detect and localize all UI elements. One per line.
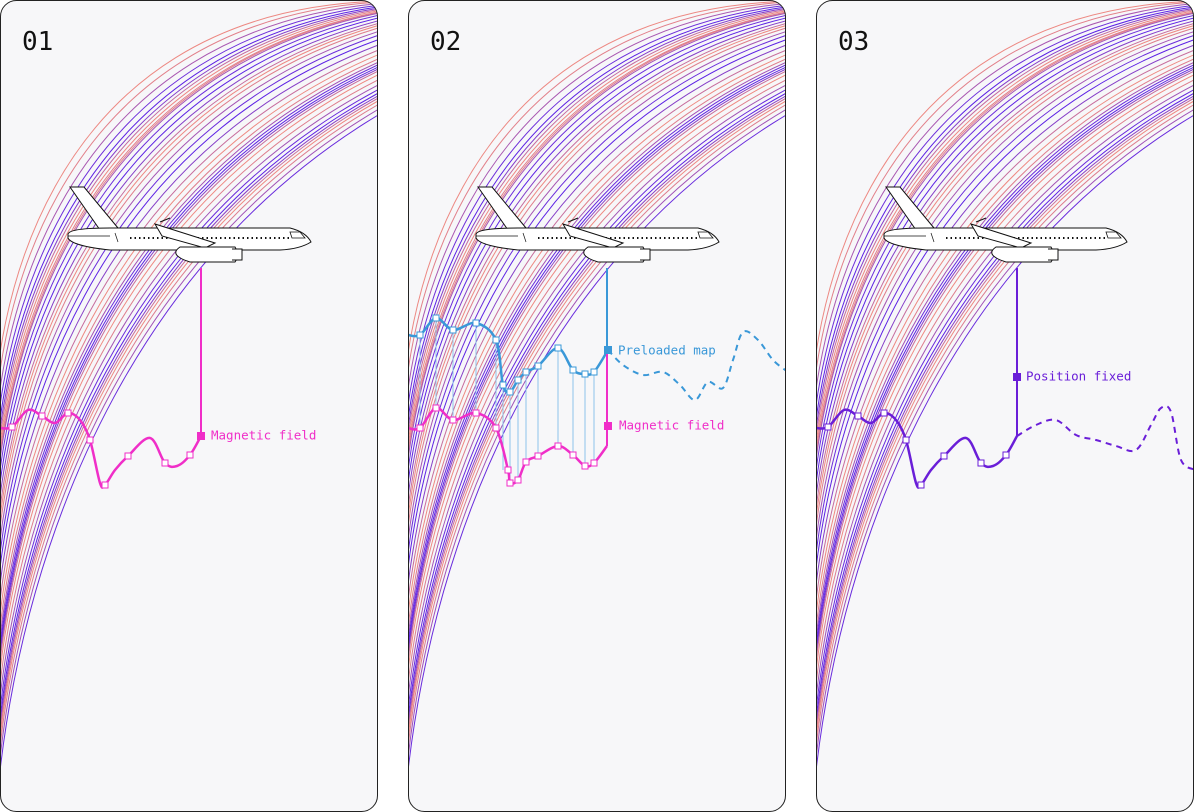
point-marker: [38, 412, 46, 420]
point-marker: [581, 370, 589, 378]
panel-number: 03: [838, 27, 869, 57]
point-marker: [472, 319, 480, 327]
point-marker: [581, 462, 589, 470]
point-marker: [569, 451, 577, 459]
ridge-line: [816, 0, 1194, 812]
point-marker: [917, 481, 925, 489]
ridge-line: [0, 0, 378, 812]
point-marker: [522, 458, 530, 466]
map-curve: [408, 316, 610, 394]
point-marker: [824, 423, 832, 431]
point-marker: [86, 436, 94, 444]
point-marker: [492, 336, 500, 344]
fixed-curve: [816, 408, 1019, 489]
label: Preloaded map: [618, 343, 716, 358]
point-marker: [449, 416, 457, 424]
label: Magnetic field: [619, 418, 724, 433]
point-marker: [940, 452, 948, 460]
map-forecast: [607, 330, 786, 401]
point-marker: [499, 381, 507, 389]
point-marker: [432, 314, 440, 322]
point-marker: [1002, 451, 1010, 459]
panel: 01 Magnetic field: [0, 0, 378, 812]
point-marker: [514, 376, 522, 384]
point-marker: [534, 452, 542, 460]
point-marker: [902, 436, 910, 444]
panel-number: 02: [430, 27, 461, 57]
point-marker: [554, 442, 562, 450]
probe-marker: [197, 432, 205, 440]
point-marker: [569, 366, 577, 374]
label: Magnetic field: [211, 428, 316, 443]
point-marker: [161, 459, 169, 467]
point-marker: [186, 451, 194, 459]
point-marker: [590, 368, 598, 376]
point-marker: [124, 452, 132, 460]
point-marker: [8, 423, 16, 431]
point-marker: [506, 388, 514, 396]
point-marker: [522, 368, 530, 376]
point-marker: [534, 362, 542, 370]
point-marker: [854, 412, 862, 420]
point-marker: [977, 459, 985, 467]
panel: 02 Preloaded map Magnetic field: [408, 0, 786, 812]
terrain: [816, 0, 1194, 812]
point-marker: [64, 409, 72, 417]
terrain: [0, 0, 378, 812]
point-marker: [432, 404, 440, 412]
panel: 03 Position fixed: [816, 0, 1194, 812]
probe-marker: [1013, 373, 1021, 381]
probe-marker: [604, 346, 612, 354]
point-marker: [472, 409, 480, 417]
point-marker: [590, 459, 598, 467]
point-marker: [514, 476, 522, 484]
label: Position fixed: [1026, 369, 1131, 384]
magnetic-curve: [0, 408, 203, 489]
point-marker: [492, 424, 500, 432]
point-marker: [416, 424, 424, 432]
magnetic-curve: [408, 406, 609, 485]
point-marker: [506, 479, 514, 487]
point-marker: [101, 481, 109, 489]
point-marker: [504, 466, 512, 474]
point-marker: [880, 409, 888, 417]
probe-marker: [604, 422, 612, 430]
panel-number: 01: [22, 27, 53, 57]
point-marker: [449, 326, 457, 334]
point-marker: [416, 331, 424, 339]
ridge-line: [408, 0, 786, 812]
point-marker: [554, 344, 562, 352]
